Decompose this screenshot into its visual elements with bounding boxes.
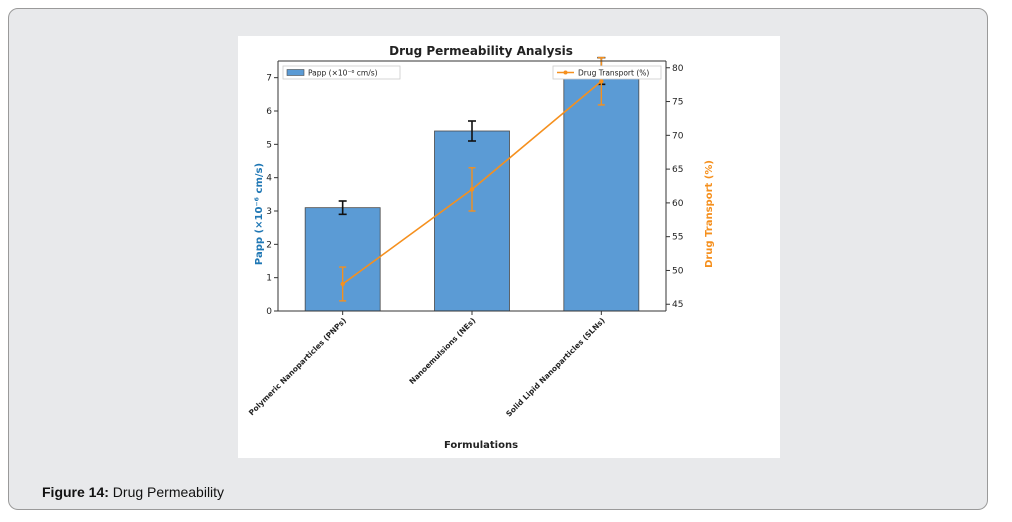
x-axis-label: Formulations [444, 440, 518, 451]
caption-label: Figure 14: [42, 484, 109, 500]
y-tick-label-right: 50 [672, 266, 684, 276]
y-tick-label-right: 70 [672, 131, 684, 141]
legend-line-label: Drug Transport (%) [578, 69, 649, 78]
y-tick-label-right: 45 [672, 300, 683, 310]
y-tick-label-left: 3 [266, 207, 272, 217]
x-tick-label: Solid Lipid Nanoparticles (SLNs) [504, 316, 607, 419]
legend-bar-label: Papp (×10⁻⁶ cm/s) [308, 69, 378, 78]
x-tick-label: Polymeric Nanoparticles (PNPs) [247, 316, 348, 417]
legend-right-box [552, 65, 662, 80]
y-tick-label-left: 6 [266, 107, 272, 117]
y-tick-label-left: 7 [266, 74, 272, 84]
figure-frame: Drug Permeability Analysis 0 1 2 3 4 5 6 7 45 50 5… [8, 8, 988, 510]
y-tick-label-left: 2 [266, 240, 272, 250]
x-tick-label: Nanoemulsions (NEs) [407, 316, 477, 386]
bar-2 [563, 70, 640, 312]
caption-text: Drug Permeability [112, 484, 225, 500]
figure-caption: Figure 14: Drug Permeability [42, 484, 224, 500]
legend-left-box [282, 65, 401, 80]
y-tick-label-right: 75 [672, 98, 683, 108]
y-tick-label-right: 80 [672, 64, 684, 74]
legend-bar-swatch [286, 69, 305, 76]
y-tick-label-left: 4 [266, 174, 272, 184]
y-tick-label-left: 0 [266, 307, 272, 317]
y-tick-label-left: 5 [266, 140, 272, 150]
y-tick-label-right: 65 [672, 165, 683, 175]
y-tick-label-right: 60 [672, 199, 684, 209]
chart-title: Drug Permeability Analysis [389, 44, 573, 58]
y-tick-label-right: 55 [672, 233, 683, 243]
chart-panel: Drug Permeability Analysis 0 1 2 3 4 5 6 7 45 50 5… [238, 36, 780, 458]
y-axis-label-right: Drug Transport (%) [704, 160, 715, 268]
y-axis-label-left: Papp (×10⁻⁶ cm/s) [254, 163, 265, 265]
bar-1 [434, 130, 510, 312]
line-point-2 [599, 79, 604, 84]
drug-permeability-chart: Drug Permeability Analysis 0123456745505… [247, 44, 715, 451]
line-point-1 [469, 187, 475, 192]
y-tick-label-left: 1 [266, 274, 272, 284]
legend-line-marker [563, 70, 568, 75]
line-point-0 [340, 281, 345, 287]
